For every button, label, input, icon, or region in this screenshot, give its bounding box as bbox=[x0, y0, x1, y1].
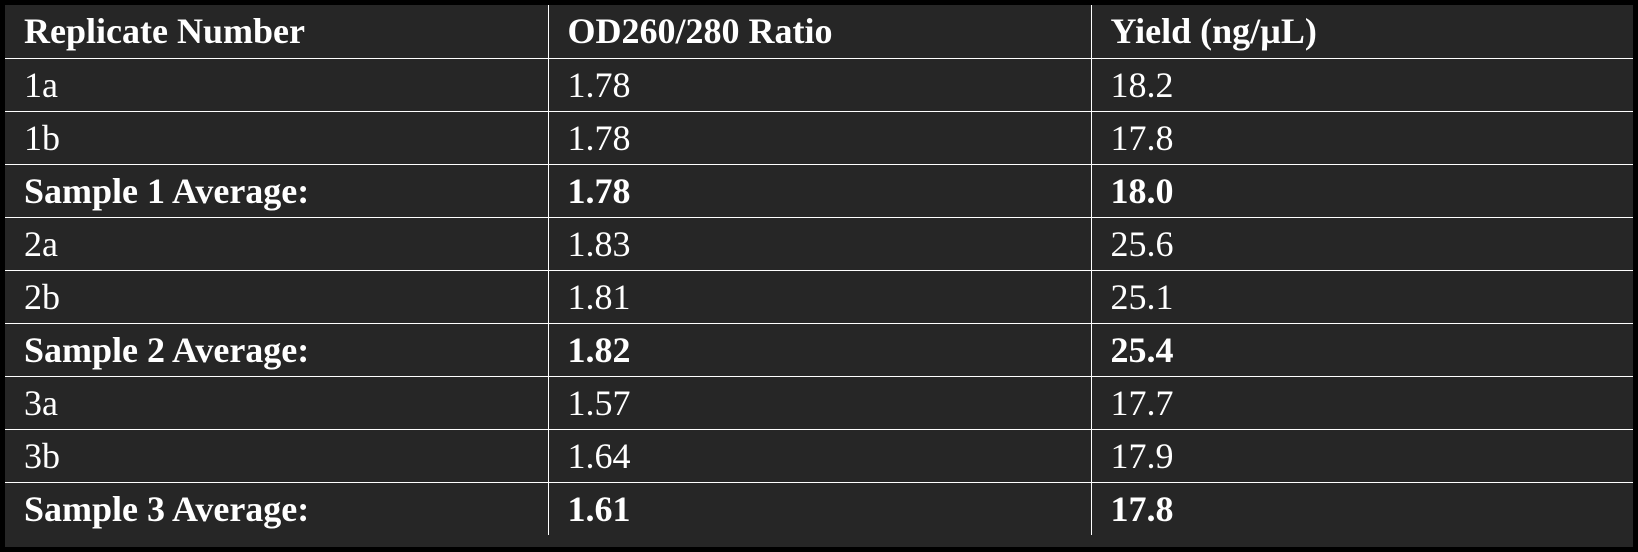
table-row: 2b 1.81 25.1 bbox=[5, 270, 1633, 324]
cell-yield: 17.7 bbox=[1090, 376, 1633, 430]
table-row: 2a 1.83 25.6 bbox=[5, 217, 1633, 271]
cell-yield: 17.9 bbox=[1090, 429, 1633, 483]
header-replicate-number: Replicate Number bbox=[5, 5, 548, 59]
cell-yield: 25.1 bbox=[1090, 270, 1633, 324]
cell-average-od-ratio: 1.78 bbox=[547, 164, 1091, 218]
cell-replicate: 2a bbox=[5, 217, 548, 271]
header-od-ratio: OD260/280 Ratio bbox=[547, 5, 1091, 59]
average-row: Sample 2 Average: 1.82 25.4 bbox=[5, 323, 1633, 377]
cell-replicate: 3a bbox=[5, 376, 548, 430]
results-table: Replicate Number OD260/280 Ratio Yield (… bbox=[5, 5, 1633, 535]
average-row: Sample 1 Average: 1.78 18.0 bbox=[5, 164, 1633, 218]
cell-yield: 17.8 bbox=[1090, 111, 1633, 165]
results-table-container: Replicate Number OD260/280 Ratio Yield (… bbox=[5, 5, 1633, 547]
cell-od-ratio: 1.78 bbox=[547, 58, 1091, 112]
cell-yield: 25.6 bbox=[1090, 217, 1633, 271]
cell-average-label: Sample 1 Average: bbox=[5, 164, 548, 218]
cell-yield: 18.2 bbox=[1090, 58, 1633, 112]
table-header-row: Replicate Number OD260/280 Ratio Yield (… bbox=[5, 5, 1633, 59]
cell-replicate: 2b bbox=[5, 270, 548, 324]
cell-average-od-ratio: 1.82 bbox=[547, 323, 1091, 377]
table-row: 3a 1.57 17.7 bbox=[5, 376, 1633, 430]
table-row: 1a 1.78 18.2 bbox=[5, 58, 1633, 112]
average-row: Sample 3 Average: 1.61 17.8 bbox=[5, 482, 1633, 535]
header-yield: Yield (ng/µL) bbox=[1090, 5, 1633, 59]
cell-average-yield: 25.4 bbox=[1090, 323, 1633, 377]
cell-replicate: 1a bbox=[5, 58, 548, 112]
cell-od-ratio: 1.64 bbox=[547, 429, 1091, 483]
cell-average-yield: 18.0 bbox=[1090, 164, 1633, 218]
cell-od-ratio: 1.81 bbox=[547, 270, 1091, 324]
cell-od-ratio: 1.83 bbox=[547, 217, 1091, 271]
table-row: 1b 1.78 17.8 bbox=[5, 111, 1633, 165]
cell-average-label: Sample 2 Average: bbox=[5, 323, 548, 377]
cell-od-ratio: 1.57 bbox=[547, 376, 1091, 430]
table-row: 3b 1.64 17.9 bbox=[5, 429, 1633, 483]
cell-replicate: 1b bbox=[5, 111, 548, 165]
cell-replicate: 3b bbox=[5, 429, 548, 483]
cell-od-ratio: 1.78 bbox=[547, 111, 1091, 165]
cell-average-label: Sample 3 Average: bbox=[24, 488, 310, 529]
cell-average-od-ratio: 1.61 bbox=[547, 482, 1091, 535]
cell-average-yield: 17.8 bbox=[1090, 482, 1633, 535]
